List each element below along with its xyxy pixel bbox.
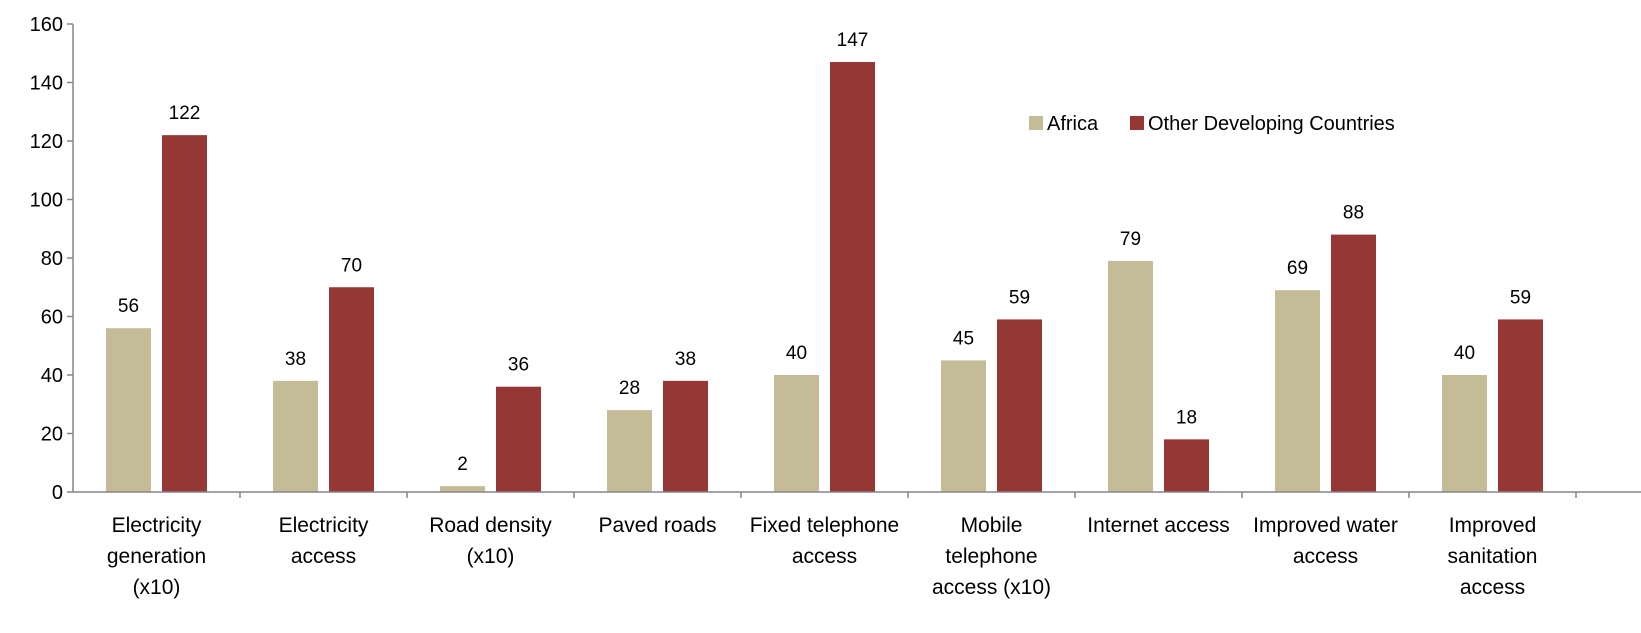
x-category-label-line: sanitation: [1448, 545, 1538, 568]
data-label: 36: [508, 355, 529, 376]
y-tick-label: 0: [52, 482, 63, 504]
x-category-label-line: access: [792, 545, 857, 568]
bar-other-developing: [329, 287, 374, 492]
data-label: 69: [1287, 258, 1308, 279]
bar-other-developing: [1331, 234, 1376, 492]
legend-label: Africa: [1047, 113, 1099, 135]
data-label: 147: [837, 30, 869, 51]
data-label: 122: [169, 103, 201, 124]
x-category-label-line: Paved roads: [599, 514, 717, 537]
bar-other-developing: [830, 62, 875, 493]
bar-other-developing: [997, 319, 1042, 492]
x-category-label-line: Improved water: [1253, 514, 1398, 537]
bar-africa: [1108, 260, 1153, 492]
x-category-label-line: Improved: [1449, 514, 1537, 537]
legend-swatch: [1130, 116, 1144, 130]
bar-other-developing: [663, 380, 708, 492]
y-tick-label: 140: [30, 73, 63, 95]
y-tick-label: 120: [30, 131, 63, 153]
data-label: 40: [786, 343, 807, 364]
x-category-label: Paved roads: [599, 514, 717, 537]
y-axis: 0 20 40 60 80 100 120 140 160: [30, 14, 74, 504]
bar-africa: [1275, 290, 1320, 492]
y-tick-label: 100: [30, 190, 63, 212]
data-label: 28: [619, 378, 640, 399]
data-label: 38: [285, 349, 306, 370]
data-label: 79: [1120, 229, 1141, 250]
x-category-label: Electricity generation (x10): [107, 514, 206, 599]
x-category-label-line: access: [1293, 545, 1358, 568]
data-label: 56: [118, 296, 139, 317]
legend-label: Other Developing Countries: [1148, 113, 1395, 135]
legend-swatch: [1029, 116, 1043, 130]
bar-other-developing: [162, 135, 207, 492]
y-tick-label: 40: [41, 365, 63, 387]
bar-other-developing: [1164, 439, 1209, 492]
bar-other-developing: [496, 386, 541, 492]
x-category-label-line: Fixed telephone: [750, 514, 899, 537]
bars: [106, 62, 1543, 493]
x-category-label-line: access: [1460, 576, 1525, 599]
x-category-label: Mobile telephone access (x10): [932, 514, 1051, 599]
x-category-label-line: access: [291, 545, 356, 568]
x-category-label: Fixed telephone access: [750, 514, 899, 568]
x-category-label-line: Road density: [429, 514, 552, 537]
x-category-label: Improved sanitation access: [1448, 514, 1538, 599]
bar-africa: [106, 328, 151, 492]
bar-africa: [440, 486, 485, 492]
data-label: 59: [1009, 287, 1030, 308]
y-tick-label: 20: [41, 424, 63, 446]
x-category-label-line: generation: [107, 545, 206, 568]
data-labels: 56 122 38 70 2 36 28 38 40 147 45 59 79 18 69 88 40 59: [118, 30, 1531, 475]
x-category-label-line: Mobile: [961, 514, 1023, 537]
y-tick-label: 80: [41, 248, 63, 270]
x-axis: Electricity generation (x10) Electricity acc…: [73, 491, 1641, 599]
data-label: 88: [1343, 203, 1364, 224]
bar-africa: [774, 375, 819, 492]
y-tick-label: 160: [30, 14, 63, 36]
bar-africa: [607, 410, 652, 492]
x-category-label-line: Internet access: [1087, 514, 1229, 537]
bar-africa: [273, 380, 318, 492]
x-category-label: Electricity access: [279, 514, 369, 568]
x-category-label-line: (x10): [467, 545, 515, 568]
data-label: 70: [341, 255, 362, 276]
data-label: 59: [1510, 287, 1531, 308]
data-label: 40: [1454, 343, 1475, 364]
legend: Africa Other Developing Countries: [1029, 113, 1395, 135]
x-category-label: Improved water access: [1253, 514, 1398, 568]
bar-africa: [1442, 375, 1487, 492]
y-tick-label: 60: [41, 307, 63, 329]
data-label: 2: [457, 454, 468, 475]
bar-other-developing: [1498, 319, 1543, 492]
x-category-label-line: telephone: [945, 545, 1037, 568]
x-category-label-line: access (x10): [932, 576, 1051, 599]
data-label: 38: [675, 349, 696, 370]
x-category-label: Internet access: [1087, 514, 1229, 537]
bar-africa: [941, 360, 986, 492]
data-label: 18: [1176, 407, 1197, 428]
x-category-label-line: (x10): [133, 576, 181, 599]
data-label: 45: [953, 328, 974, 349]
x-category-label: Road density (x10): [429, 514, 552, 568]
x-category-label-line: Electricity: [279, 514, 369, 537]
x-category-label-line: Electricity: [112, 514, 202, 537]
